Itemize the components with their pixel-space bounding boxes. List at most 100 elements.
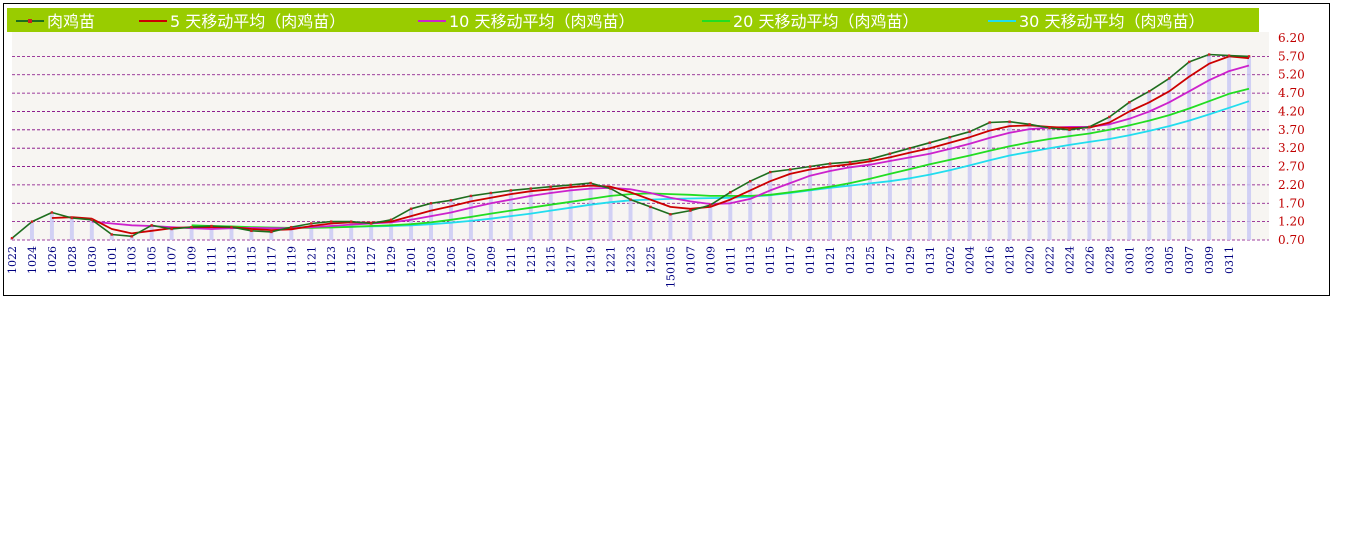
price-point-9 xyxy=(190,225,193,229)
ytick-label-1: 5.70 xyxy=(1278,49,1305,63)
plot-background xyxy=(12,32,1269,240)
price-point-27 xyxy=(549,185,552,188)
price-point-50 xyxy=(1008,120,1011,123)
price-point-19 xyxy=(389,218,393,221)
price-point-47 xyxy=(948,135,951,139)
xtick-label-33: 150105 xyxy=(664,246,677,288)
xtick-label-14: 1119 xyxy=(285,246,298,274)
price-point-0 xyxy=(10,236,14,240)
price-point-42 xyxy=(848,160,852,164)
legend-label-ma20: 20 天移动平均（肉鸡苗） xyxy=(733,12,918,31)
xtick-label-54: 0226 xyxy=(1083,246,1096,274)
xtick-label-47: 0202 xyxy=(944,246,957,274)
xtick-label-41: 0121 xyxy=(824,246,837,274)
xtick-label-25: 1211 xyxy=(505,246,518,274)
price-point-40 xyxy=(808,165,812,168)
price-point-62 xyxy=(1247,55,1251,58)
xtick-label-18: 1127 xyxy=(365,246,378,274)
price-point-60 xyxy=(1207,53,1211,56)
price-point-41 xyxy=(828,162,832,165)
price-point-37 xyxy=(749,180,752,183)
price-point-24 xyxy=(489,191,493,195)
xtick-label-37: 0113 xyxy=(744,246,757,274)
price-point-35 xyxy=(709,203,712,207)
xtick-label-1: 1024 xyxy=(26,246,39,274)
xtick-label-60: 0309 xyxy=(1203,246,1216,274)
price-point-15 xyxy=(310,222,313,225)
price-point-29 xyxy=(589,181,592,185)
price-point-3 xyxy=(70,216,74,220)
xtick-label-10: 1111 xyxy=(206,246,219,274)
price-point-13 xyxy=(270,230,273,234)
xtick-label-9: 1109 xyxy=(186,246,199,274)
price-point-44 xyxy=(888,152,892,155)
xtick-label-21: 1203 xyxy=(425,246,438,274)
xtick-label-20: 1201 xyxy=(405,246,418,274)
price-point-18 xyxy=(369,222,373,225)
xtick-label-5: 1101 xyxy=(106,246,119,274)
ytick-label-7: 2.70 xyxy=(1278,160,1305,174)
price-point-14 xyxy=(290,225,293,229)
xtick-label-6: 1103 xyxy=(126,246,139,274)
price-point-52 xyxy=(1048,126,1051,130)
xtick-label-48: 0204 xyxy=(964,246,977,274)
price-point-39 xyxy=(788,168,792,171)
xtick-label-58: 0305 xyxy=(1163,246,1176,274)
xtick-label-32: 1225 xyxy=(644,246,657,274)
xtick-label-35: 0109 xyxy=(704,246,717,274)
price-point-46 xyxy=(928,141,932,144)
xtick-label-30: 1221 xyxy=(605,246,618,274)
legend-background xyxy=(7,8,1259,32)
ytick-label-2: 5.20 xyxy=(1278,68,1305,82)
price-point-33 xyxy=(669,213,672,216)
x-axis: 1022 1024 1026 1028 1030 1101 1103 1105 1107 1109… xyxy=(6,246,1236,288)
ytick-label-11: 0.70 xyxy=(1278,233,1305,247)
price-point-22 xyxy=(449,199,453,202)
y-axis: 6.20 5.70 5.20 4.70 4.20 3.70 3.20 2.70 2.20 1.70… xyxy=(1278,31,1305,247)
price-point-51 xyxy=(1028,123,1031,126)
price-point-58 xyxy=(1168,77,1171,80)
xtick-label-39: 0117 xyxy=(784,246,797,274)
xtick-label-22: 1205 xyxy=(445,246,458,274)
price-point-57 xyxy=(1148,90,1151,93)
price-point-45 xyxy=(908,146,912,150)
price-point-34 xyxy=(689,209,692,212)
xtick-label-59: 0307 xyxy=(1183,246,1196,274)
legend-label-price: 肉鸡苗 xyxy=(47,12,95,31)
xtick-label-46: 0131 xyxy=(924,246,937,274)
price-point-21 xyxy=(429,202,433,205)
price-point-7 xyxy=(150,224,153,227)
xtick-label-52: 0222 xyxy=(1044,246,1057,274)
price-point-38 xyxy=(768,170,772,174)
ytick-label-10: 1.20 xyxy=(1278,215,1305,229)
xtick-label-17: 1125 xyxy=(345,246,358,274)
ytick-label-3: 4.70 xyxy=(1278,86,1305,100)
price-point-16 xyxy=(330,220,333,223)
price-point-17 xyxy=(349,220,353,223)
xtick-label-11: 1113 xyxy=(225,246,238,274)
xtick-label-3: 1028 xyxy=(66,246,79,274)
series-line-ma20 xyxy=(191,87,1250,229)
xtick-label-12: 1115 xyxy=(245,246,258,274)
ytick-label-6: 3.20 xyxy=(1278,141,1305,155)
price-point-36 xyxy=(729,191,732,194)
price-point-10 xyxy=(210,224,213,228)
xtick-label-61: 0311 xyxy=(1223,246,1236,274)
legend-label-ma5: 5 天移动平均（肉鸡苗） xyxy=(170,12,345,31)
legend: 肉鸡苗 5 天移动平均（肉鸡苗） 10 天移动平均（肉鸡苗） 20 天移动平均（肉鸡苗… xyxy=(7,8,1259,32)
xtick-label-26: 1213 xyxy=(525,246,538,274)
xtick-label-27: 1215 xyxy=(545,246,558,274)
price-point-56 xyxy=(1128,101,1131,104)
ytick-label-9: 1.70 xyxy=(1278,196,1305,210)
xtick-label-53: 0224 xyxy=(1063,246,1076,274)
price-point-54 xyxy=(1088,125,1091,129)
xtick-label-34: 0107 xyxy=(684,246,697,274)
xtick-label-36: 0111 xyxy=(724,246,737,274)
price-point-48 xyxy=(968,130,971,133)
price-point-32 xyxy=(649,205,652,209)
xtick-label-7: 1105 xyxy=(146,246,159,274)
xtick-label-16: 1123 xyxy=(325,246,338,274)
xtick-label-19: 1129 xyxy=(385,246,398,274)
chart-svg: 肉鸡苗 5 天移动平均（肉鸡苗） 10 天移动平均（肉鸡苗） 20 天移动平均（肉鸡苗… xyxy=(6,8,1305,288)
chart-frame: 肉鸡苗 5 天移动平均（肉鸡苗） 10 天移动平均（肉鸡苗） 20 天移动平均（肉鸡苗… xyxy=(3,3,1330,296)
